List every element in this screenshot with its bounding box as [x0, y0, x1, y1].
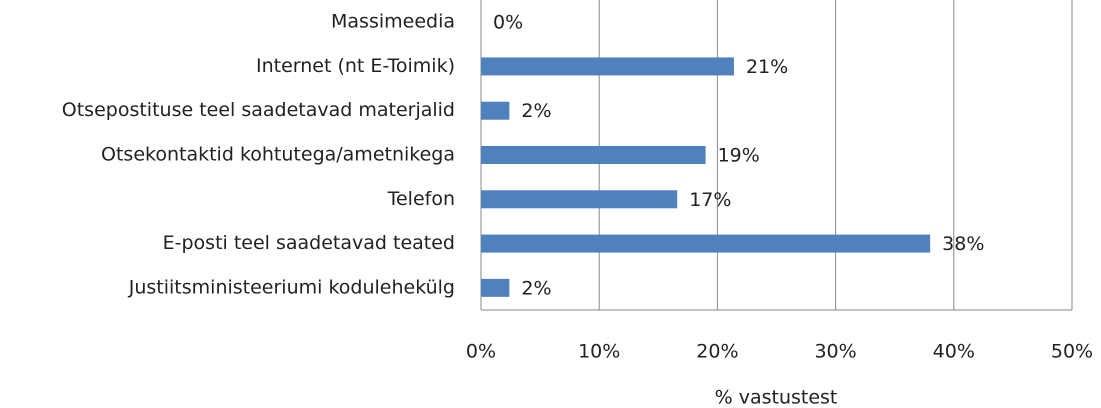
y-tick-label: Massimeedia — [331, 11, 455, 33]
y-tick-label: Justiitsministeeriumi kodulehekülg — [128, 276, 455, 298]
y-tick-label: Internet (nt E-Toimik) — [256, 55, 455, 77]
bar — [481, 146, 706, 164]
data-label: 2% — [521, 277, 551, 299]
x-tick-label: 50% — [1051, 341, 1093, 363]
x-axis-title: % vastustest — [715, 387, 838, 408]
y-tick-label: Otsepostituse teel saadetavad materjalid — [62, 99, 455, 121]
bar — [481, 278, 510, 297]
x-tick-label: 10% — [578, 341, 620, 363]
bar — [481, 57, 734, 76]
y-tick-label: Otsekontaktid kohtutega/ametnikega — [101, 144, 455, 166]
data-label: 0% — [493, 12, 523, 34]
y-tick-label: Telefon — [387, 188, 455, 210]
bar — [481, 190, 678, 209]
data-label: 17% — [689, 189, 731, 211]
bar — [481, 234, 931, 253]
data-label: 19% — [718, 145, 760, 167]
data-label: 21% — [746, 56, 788, 78]
x-tick-label: 0% — [466, 341, 496, 363]
x-tick-label: 40% — [933, 341, 975, 363]
x-tick-label: 20% — [696, 341, 738, 363]
x-tick-label: 30% — [814, 341, 856, 363]
y-tick-label: E-posti teel saadetavad teated — [163, 232, 455, 254]
bar — [481, 101, 510, 120]
data-label: 2% — [521, 100, 551, 122]
data-label: 38% — [942, 233, 984, 255]
